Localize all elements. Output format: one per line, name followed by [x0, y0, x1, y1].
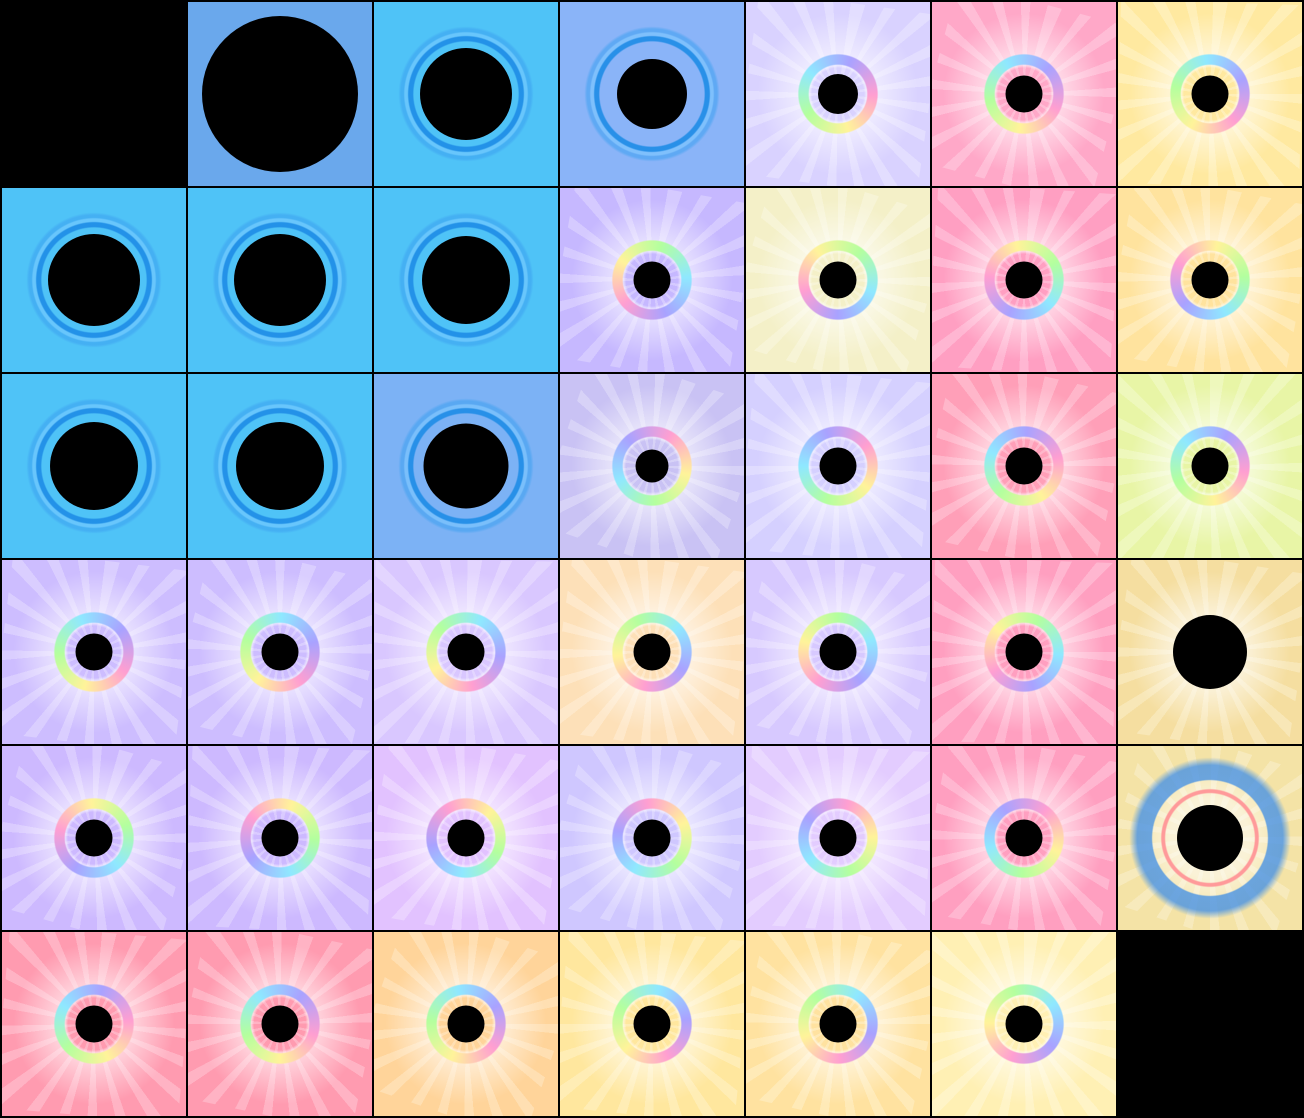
- portal-hole: [1173, 615, 1247, 689]
- portal-hole: [1005, 261, 1043, 299]
- sprite-frame-23: [188, 560, 372, 744]
- portal-hole: [819, 447, 857, 485]
- sprite-frame-6: [932, 2, 1116, 186]
- portal-hole: [633, 819, 671, 857]
- portal-hole: [1191, 261, 1229, 299]
- sprite-frame-16: [188, 374, 372, 558]
- sprite-frame-34: [932, 746, 1116, 930]
- portal-hole: [819, 261, 857, 299]
- sprite-frame-13: [932, 188, 1116, 372]
- sprite-frame-1: [2, 2, 186, 186]
- portal-hole: [819, 1005, 857, 1043]
- sprite-frame-33: [746, 746, 930, 930]
- sprite-frame-31: [374, 746, 558, 930]
- portal-hole: [617, 59, 687, 129]
- portal-hole: [633, 1005, 671, 1043]
- sprite-frame-20: [932, 374, 1116, 558]
- sprite-frame-12: [746, 188, 930, 372]
- portal-hole: [1005, 75, 1043, 113]
- sprite-frame-37: [188, 932, 372, 1116]
- sprite-frame-24: [374, 560, 558, 744]
- portal-hole: [819, 819, 857, 857]
- portal-hole: [75, 819, 113, 857]
- sprite-frame-28: [1118, 560, 1302, 744]
- portal-hole: [1005, 447, 1043, 485]
- portal-hole: [261, 1005, 299, 1043]
- portal-hole: [75, 633, 113, 671]
- portal-hole: [1191, 447, 1229, 485]
- sprite-frame-42: [1118, 932, 1302, 1116]
- sprite-frame-18: [560, 374, 744, 558]
- portal-hole: [1005, 819, 1043, 857]
- portal-hole: [75, 1005, 113, 1043]
- portal-hole: [236, 422, 324, 510]
- sprite-frame-22: [2, 560, 186, 744]
- sprite-frame-19: [746, 374, 930, 558]
- sprite-frame-36: [2, 932, 186, 1116]
- sprite-frame-8: [2, 188, 186, 372]
- sprite-frame-4: [560, 2, 744, 186]
- portal-hole: [447, 633, 485, 671]
- portal-hole: [261, 633, 299, 671]
- portal-hole: [420, 48, 512, 140]
- sprite-frame-15: [2, 374, 186, 558]
- portal-hole: [261, 819, 299, 857]
- portal-hole: [1177, 805, 1243, 871]
- sprite-frame-41: [932, 932, 1116, 1116]
- sprite-frame-35: [1118, 746, 1302, 930]
- sprite-frame-3: [374, 2, 558, 186]
- portal-hole: [1191, 75, 1229, 113]
- sprite-frame-14: [1118, 188, 1302, 372]
- sprite-frame-29: [2, 746, 186, 930]
- sprite-frame-10: [374, 188, 558, 372]
- sprite-frame-21: [1118, 374, 1302, 558]
- portal-hole: [447, 1005, 485, 1043]
- sprite-frame-39: [560, 932, 744, 1116]
- sprite-frame-9: [188, 188, 372, 372]
- sprite-frame-17: [374, 374, 558, 558]
- sprite-frame-30: [188, 746, 372, 930]
- portal-hole: [818, 74, 858, 114]
- portal-hole: [1005, 1005, 1043, 1043]
- portal-hole: [1005, 633, 1043, 671]
- sprite-frame-25: [560, 560, 744, 744]
- sprite-frame-11: [560, 188, 744, 372]
- sprite-frame-27: [932, 560, 1116, 744]
- sprite-frame-38: [374, 932, 558, 1116]
- portal-hole: [633, 633, 671, 671]
- portal-hole: [202, 16, 358, 172]
- portal-hole: [50, 422, 138, 510]
- portal-hole: [633, 261, 671, 299]
- portal-hole: [48, 234, 140, 326]
- portal-hole: [422, 236, 510, 324]
- sprite-frame-2: [188, 2, 372, 186]
- portal-hole: [635, 449, 669, 483]
- sprite-frame-26: [746, 560, 930, 744]
- sprite-frame-32: [560, 746, 744, 930]
- portal-hole: [234, 234, 326, 326]
- portal-hole: [819, 633, 857, 671]
- portal-hole: [423, 423, 509, 509]
- portal-hole: [447, 819, 485, 857]
- sprite-frame-40: [746, 932, 930, 1116]
- sprite-frame-5: [746, 2, 930, 186]
- sprite-frame-7: [1118, 2, 1302, 186]
